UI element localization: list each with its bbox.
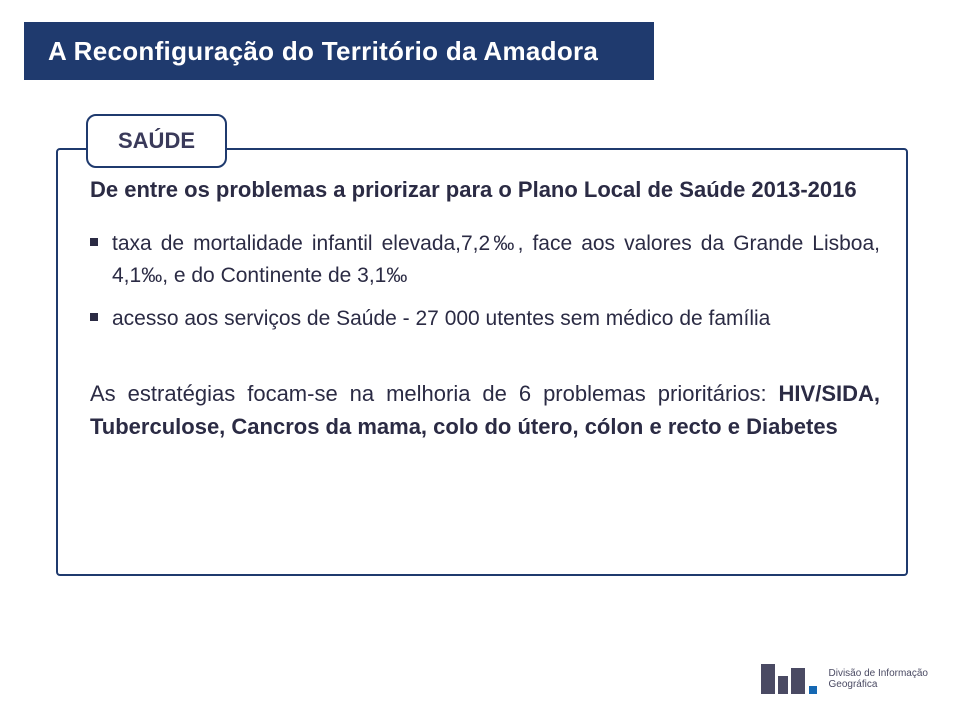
- strategies-paragraph: As estratégias focam-se na melhoria de 6…: [90, 377, 880, 443]
- logo-mark-icon: [761, 664, 819, 694]
- slide: A Reconfiguração do Território da Amador…: [0, 0, 960, 716]
- bullet-list: taxa de mortalidade infantil elevada,7,2…: [90, 228, 880, 336]
- bullet-item: taxa de mortalidade infantil elevada,7,2…: [90, 228, 880, 293]
- logo-text: Divisão de Informação Geográfica: [829, 668, 929, 691]
- slide-title: A Reconfiguração do Território da Amador…: [48, 36, 598, 67]
- logo-line-2: Geográfica: [829, 679, 929, 691]
- content-area: De entre os problemas a priorizar para o…: [90, 176, 880, 443]
- strategies-lead: As estratégias focam-se na melhoria de 6…: [90, 381, 779, 406]
- bullet-item: acesso aos serviços de Saúde - 27 000 ut…: [90, 303, 880, 336]
- footer-logo: Divisão de Informação Geográfica: [761, 664, 929, 694]
- section-badge: SAÚDE: [86, 114, 227, 168]
- logo-line-1: Divisão de Informação: [829, 668, 929, 680]
- content-heading: De entre os problemas a priorizar para o…: [90, 176, 880, 204]
- title-bar: A Reconfiguração do Território da Amador…: [24, 22, 654, 80]
